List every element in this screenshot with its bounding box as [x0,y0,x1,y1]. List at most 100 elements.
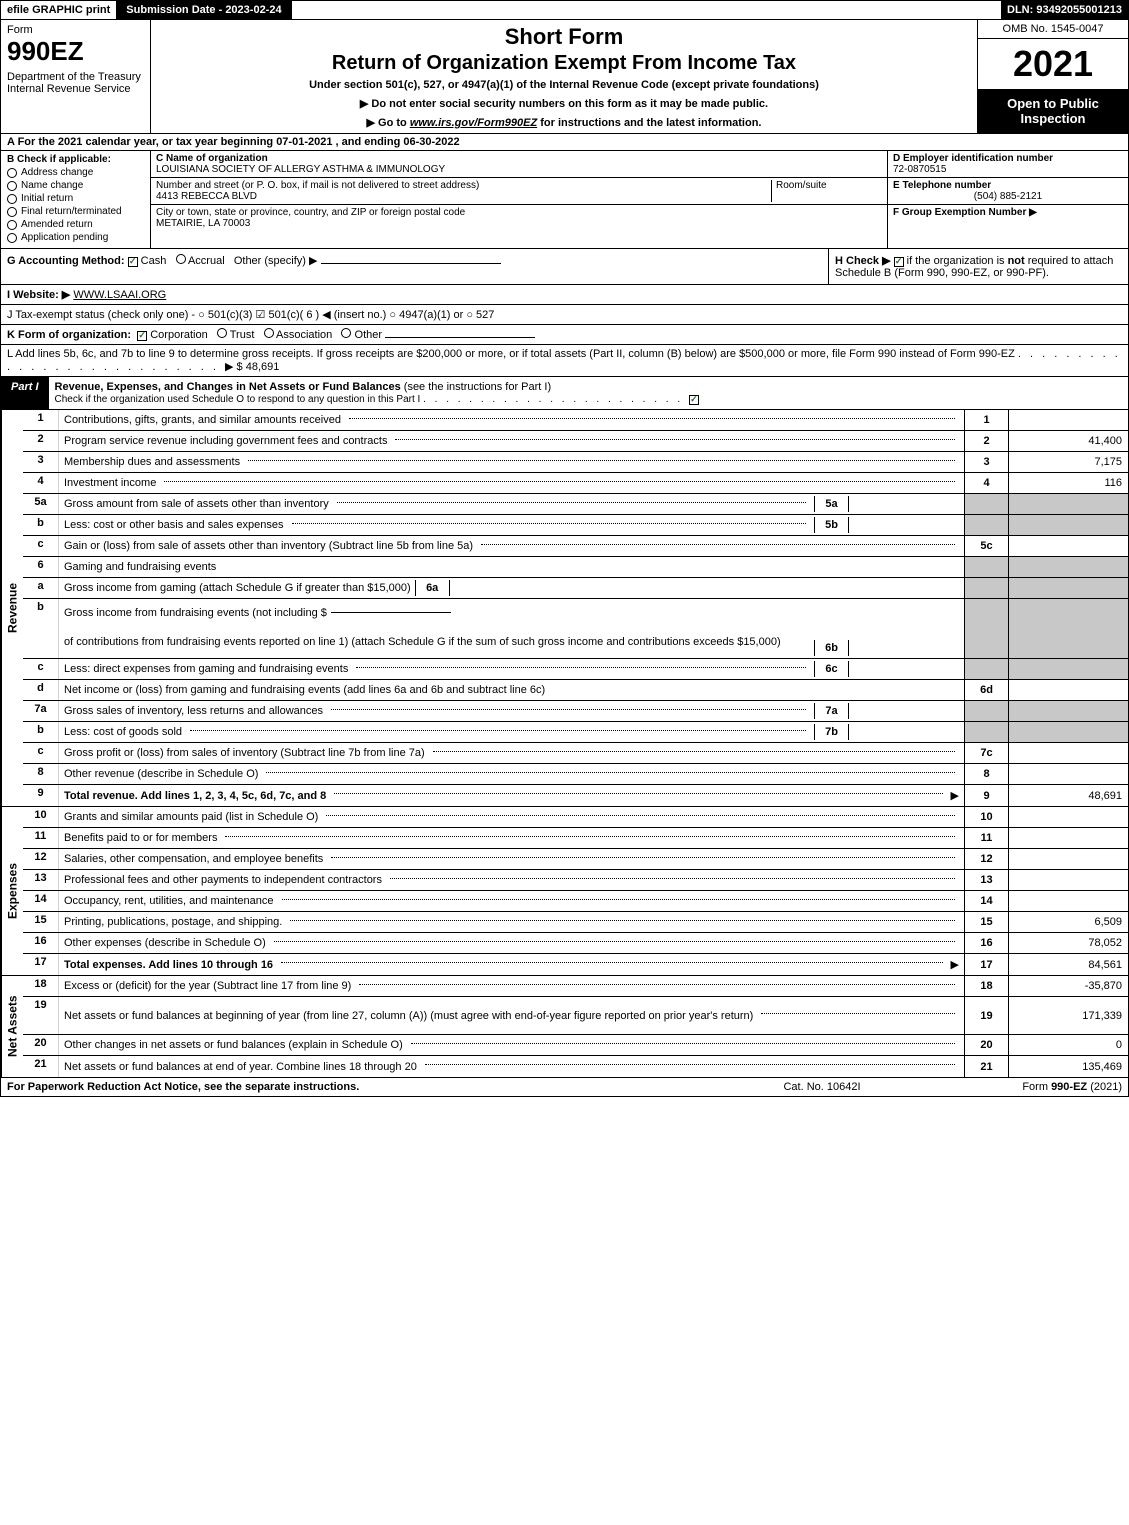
checkbox-icon [7,194,17,204]
irs-link[interactable]: www.irs.gov/Form990EZ [410,117,537,129]
row-num: 4 [23,473,59,493]
cash-checkbox[interactable] [128,257,138,267]
net-assets-side-label: Net Assets [1,976,23,1077]
footer-right-pre: Form [1022,1081,1051,1093]
row-16: 16Other expenses (describe in Schedule O… [23,933,1128,954]
part-1-header: Part I Revenue, Expenses, and Changes in… [0,377,1129,410]
footer-mid: Cat. No. 10642I [722,1081,922,1093]
row-desc: Gross sales of inventory, less returns a… [59,701,964,721]
row-desc: Less: direct expenses from gaming and fu… [59,659,964,679]
row-desc: Other revenue (describe in Schedule O) [59,764,964,784]
dots [425,1064,955,1065]
checkbox-icon [7,207,17,217]
dots [266,772,955,773]
desc-text-1: Gross income from fundraising events (no… [64,607,327,619]
corp-label: Corporation [150,329,207,341]
row-num: a [23,578,59,598]
ein-block: D Employer identification number 72-0870… [888,151,1128,178]
mid-label: 6b [815,640,849,656]
org-addr-cell: Number and street (or P. O. box, if mail… [156,180,772,202]
row-amount: 135,469 [1008,1056,1128,1077]
mid-box: 6b [814,640,959,656]
row-code-shaded [964,557,1008,577]
desc-text: Gross profit or (loss) from sales of inv… [64,747,425,759]
row-12: 12Salaries, other compensation, and empl… [23,849,1128,870]
page-footer: For Paperwork Reduction Act Notice, see … [0,1078,1129,1097]
chk-initial-return[interactable]: Initial return [7,193,144,204]
row-desc: Gross income from gaming (attach Schedul… [59,578,964,598]
chk-label: Amended return [21,219,93,230]
chk-application-pending[interactable]: Application pending [7,232,144,243]
row-desc: Occupancy, rent, utilities, and maintena… [59,891,964,911]
row-desc: Membership dues and assessments [59,452,964,472]
h-checkbox[interactable] [894,257,904,267]
revenue-side-label: Revenue [1,410,23,806]
row-num: 15 [23,912,59,932]
desc-text: Net assets or fund balances at beginning… [64,1010,753,1022]
footer-right: Form 990-EZ (2021) [922,1081,1122,1093]
row-code-shaded [964,701,1008,721]
corp-checkbox[interactable] [137,331,147,341]
org-addr-row: Number and street (or P. O. box, if mail… [151,178,887,205]
row-amount: 0 [1008,1035,1128,1055]
org-name-label: C Name of organization [156,153,882,164]
contrib-line[interactable] [331,612,451,613]
trust-checkbox[interactable] [217,328,227,338]
part-1-title-text: Revenue, Expenses, and Changes in Net As… [55,381,401,393]
row-amount-shaded [1008,515,1128,535]
mid-box: 7b [814,724,959,740]
desc-text: Total revenue. Add lines 1, 2, 3, 4, 5c,… [64,790,326,802]
other-specify-line[interactable] [321,263,501,264]
mid-box: 5a [814,496,959,512]
row-desc: Other changes in net assets or fund bala… [59,1035,964,1055]
row-amount: 41,400 [1008,431,1128,451]
row-desc: Less: cost of goods sold7b [59,722,964,742]
header-right: OMB No. 1545-0047 2021 Open to Public In… [978,20,1128,133]
desc-text: Investment income [64,477,156,489]
website-link[interactable]: WWW.LSAAI.ORG [73,289,166,301]
efile-label[interactable]: efile GRAPHIC print [1,1,118,19]
row-amount [1008,743,1128,763]
row-code-shaded [964,494,1008,514]
footer-right-post: (2021) [1087,1081,1122,1093]
mid-label: 7a [815,703,849,719]
i-label: I Website: ▶ [7,289,70,301]
desc-text: Total expenses. Add lines 10 through 16 [64,959,273,971]
dots [331,709,806,710]
dots [359,984,955,985]
chk-amended-return[interactable]: Amended return [7,219,144,230]
row-num: b [23,722,59,742]
header-left: Form 990EZ Department of the Treasury In… [1,20,151,133]
assoc-checkbox[interactable] [264,328,274,338]
arrow-icon: ▶ [951,958,959,971]
dots [356,667,806,668]
row-num: b [23,599,59,658]
g-accounting: G Accounting Method: Cash Accrual Other … [1,249,828,284]
row-code-shaded [964,722,1008,742]
row-desc: Total revenue. Add lines 1, 2, 3, 4, 5c,… [59,785,964,806]
row-num: 6 [23,557,59,577]
chk-name-change[interactable]: Name change [7,180,144,191]
row-5c: cGain or (loss) from sale of assets othe… [23,536,1128,557]
mid-value [849,661,959,677]
row-desc: Grants and similar amounts paid (list in… [59,807,964,827]
row-amount [1008,807,1128,827]
dots [481,544,955,545]
row-code-shaded [964,578,1008,598]
row-2: 2Program service revenue including gover… [23,431,1128,452]
desc-text: Grants and similar amounts paid (list in… [64,811,318,823]
other-checkbox[interactable] [341,328,351,338]
trust-label: Trust [230,329,255,341]
row-desc: Program service revenue including govern… [59,431,964,451]
desc-text: Gross amount from sale of assets other t… [64,498,329,510]
dots [248,460,955,461]
chk-address-change[interactable]: Address change [7,167,144,178]
desc-text: Gross income from gaming (attach Schedul… [64,582,411,594]
row-amount: 48,691 [1008,785,1128,806]
accrual-checkbox[interactable] [176,254,186,264]
chk-final-return[interactable]: Final return/terminated [7,206,144,217]
dln-label: DLN: 93492055001213 [1001,1,1128,19]
row-18: 18Excess or (deficit) for the year (Subt… [23,976,1128,997]
schedule-o-checkbox[interactable] [689,395,699,405]
other-org-line[interactable] [385,337,535,338]
